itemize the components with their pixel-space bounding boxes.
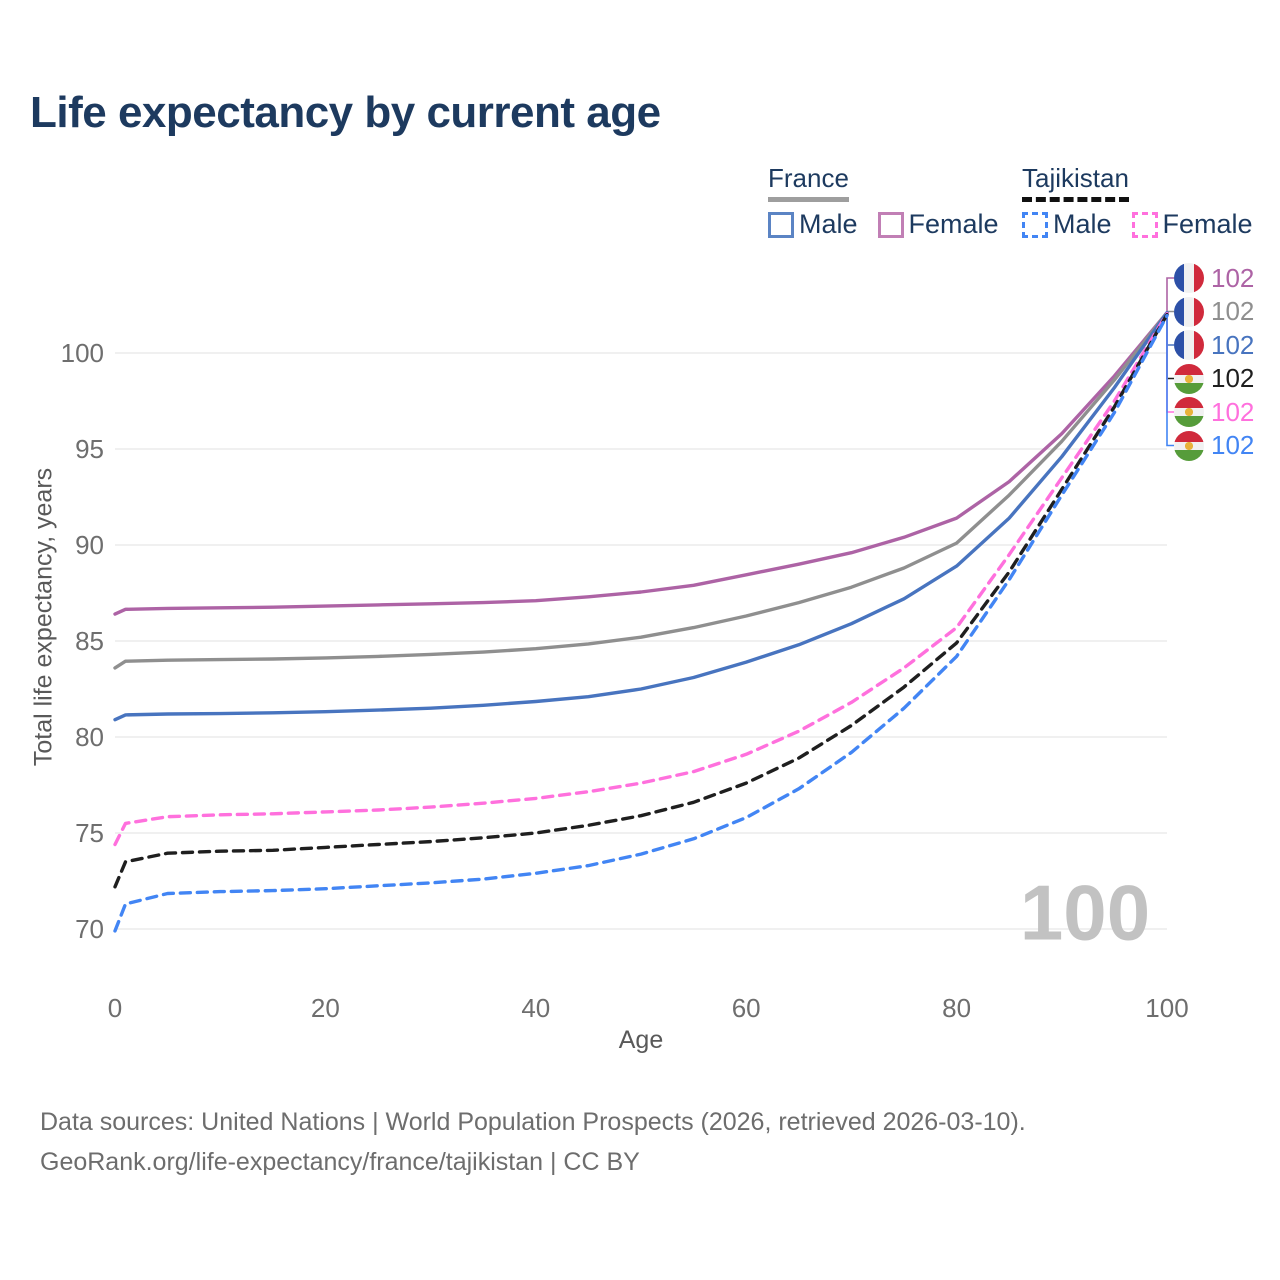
x-tick: 0 [107, 993, 123, 1023]
age-counter-watermark: 100 [1019, 868, 1151, 957]
france-flag-icon [1174, 263, 1204, 293]
x-tick: 60 [731, 993, 761, 1023]
x-tick: 40 [521, 993, 551, 1023]
end-label-france-male: 102 [1174, 328, 1254, 362]
end-value: 102 [1211, 430, 1255, 460]
end-value: 102 [1211, 363, 1255, 393]
y-tick: 100 [60, 338, 104, 368]
y-tick: 90 [75, 530, 104, 560]
y-axis-title: Total life expectancy, years [29, 467, 58, 767]
end-value: 102 [1211, 329, 1255, 360]
y-tick: 95 [75, 434, 104, 464]
x-tick: 20 [310, 993, 340, 1023]
tajikistan-flag-icon [1174, 430, 1204, 461]
line-tajikistan-male[interactable] [113, 313, 1169, 933]
x-axis-title: Age [618, 1026, 664, 1054]
line-france-both[interactable] [113, 311, 1169, 670]
leader-line [1166, 313, 1174, 380]
legend-label-france-male: Male [799, 209, 858, 239]
line-tajikistan-female[interactable] [113, 311, 1169, 847]
end-value: 102 [1211, 396, 1255, 427]
legend-item-france-female[interactable]: Female [877, 209, 999, 240]
end-value: 102 [1211, 296, 1255, 326]
legend-item-tajikistan-female[interactable]: Female [1131, 209, 1253, 240]
y-tick: 70 [75, 914, 104, 944]
legend-group-france: France Male Female [768, 163, 999, 240]
legend-label-tajikistan-male: Male [1053, 209, 1112, 239]
end-label-tajikistan-both: 102 [1174, 362, 1254, 396]
y-tick: 80 [75, 722, 104, 752]
legend-item-france-male[interactable]: Male [768, 209, 858, 240]
france-flag-icon [1174, 330, 1204, 360]
line-france-female[interactable] [113, 311, 1169, 616]
legend-group-tajikistan: Tajikistan Male Female [1022, 163, 1253, 240]
legend-swatch-france-male-icon [768, 211, 794, 238]
leader-line [1166, 313, 1174, 447]
legend-country-tajikistan: Tajikistan [1022, 163, 1129, 202]
end-label-tajikistan-female: 102 [1174, 395, 1254, 429]
france-flag-icon [1174, 296, 1204, 327]
end-value: 102 [1211, 262, 1255, 293]
y-tick: 75 [75, 818, 104, 848]
tajikistan-flag-icon [1174, 397, 1204, 427]
y-tick: 85 [75, 626, 104, 656]
data-sources-note: Data sources: United Nations | World Pop… [40, 1108, 1026, 1136]
line-tajikistan-both[interactable] [113, 312, 1169, 889]
leader-line [1166, 313, 1174, 413]
legend-swatch-tajikistan-male-icon [1022, 211, 1048, 238]
legend-swatch-tajikistan-female-icon [1131, 211, 1158, 238]
legend-swatch-france-female-icon [877, 211, 904, 238]
legend-label-tajikistan-female: Female [1162, 209, 1253, 239]
legend-item-tajikistan-male[interactable]: Male [1022, 209, 1112, 240]
page-title: Life expectancy by current age [30, 88, 661, 137]
leader-line [1166, 277, 1174, 314]
tajikistan-flag-icon [1174, 363, 1204, 394]
leader-line [1166, 313, 1174, 346]
end-label-france-both: 102 [1174, 295, 1254, 329]
line-france-male[interactable] [113, 311, 1169, 722]
end-label-france-female: 102 [1174, 261, 1254, 295]
x-tick: 100 [1145, 993, 1189, 1023]
legend-country-france: France [768, 163, 849, 202]
x-tick: 80 [942, 993, 972, 1023]
legend-label-france-female: Female [908, 209, 999, 239]
end-label-tajikistan-male: 102 [1174, 429, 1254, 463]
source-url: GeoRank.org/life-expectancy/france/tajik… [40, 1148, 640, 1176]
